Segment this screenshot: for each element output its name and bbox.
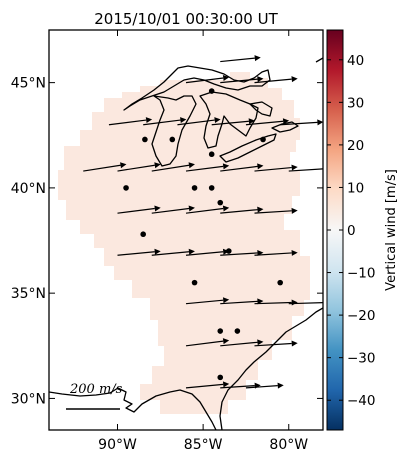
wind-vector (254, 164, 298, 172)
wind-vector (220, 298, 264, 305)
wind-vector (254, 340, 298, 347)
wind-vector (83, 162, 127, 172)
x-tick-label: 90°W (98, 437, 137, 453)
station-marker (217, 328, 224, 334)
colorbar-tick-label: 20 (347, 138, 364, 154)
wind-vector (185, 205, 230, 214)
station-marker (260, 136, 266, 143)
wind-vector (220, 339, 264, 347)
station-marker (226, 248, 232, 254)
y-axis: 30°N 35°N 40°N 45°N (11, 76, 323, 407)
lake-erie (219, 133, 277, 163)
scale-key-label: 200 m/s (69, 382, 123, 397)
station-marker (208, 185, 215, 191)
gulf-coastline (49, 387, 217, 430)
wind-vector (108, 117, 153, 126)
colorbar-ticks: 40 30 20 10 0 −10 −20 −30 −40 (327, 53, 376, 409)
station-marker (208, 88, 215, 94)
colorbar-tick-label: 30 (347, 95, 364, 111)
station-marker (191, 279, 198, 286)
station-marker (140, 231, 146, 238)
lake-superior (123, 65, 271, 111)
lake-michigan (151, 95, 197, 167)
station-marker (217, 199, 224, 206)
us-east-coastline (219, 307, 323, 430)
wind-vector (220, 55, 261, 63)
station-marker (123, 185, 129, 191)
wind-vector (220, 76, 264, 84)
map-area: 200 m/s (49, 55, 323, 430)
colorbar-tick-label: 10 (347, 180, 364, 196)
y-tick-label: 30°N (11, 391, 46, 407)
colorbar-tick-label: −10 (347, 266, 376, 282)
x-tick-label: 80°W (269, 437, 308, 453)
wind-vector (151, 162, 195, 172)
wind-vector (254, 249, 298, 256)
y-tick-label: 35°N (11, 286, 46, 302)
colorbar: 40 30 20 10 0 −10 −20 −30 −40 Vertical wind [m/s… (326, 29, 399, 431)
wind-vector (185, 248, 230, 256)
colorbar-tick-label: −30 (347, 351, 376, 367)
wind-vector (288, 168, 323, 172)
lake-huron (199, 91, 259, 149)
wind-vector (245, 118, 290, 126)
x-axis: 90°W 85°W 80°W (98, 30, 308, 453)
wind-vector (117, 162, 161, 172)
wind-vector (288, 302, 323, 305)
chart-title: 2015/10/01 00:30:00 UT (94, 10, 278, 28)
wind-vector (185, 74, 230, 84)
wind-vector (185, 163, 230, 172)
x-tick-label: 85°W (184, 437, 223, 453)
wind-vector (245, 382, 284, 389)
wind-vector (220, 163, 264, 172)
scale-key: 200 m/s (66, 382, 123, 410)
wind-vector (117, 205, 161, 214)
coastlines (49, 57, 323, 430)
colorbar-tick-label: 0 (347, 223, 356, 239)
y-tick-label: 45°N (11, 76, 46, 92)
wind-vector (211, 118, 255, 126)
wind-vector (185, 338, 230, 347)
map-frame (48, 29, 324, 431)
wind-vector (185, 381, 230, 389)
colorbar-tick-label: −20 (347, 308, 376, 324)
y-tick-label: 40°N (11, 181, 46, 197)
colorbar-tick-label: 40 (347, 53, 364, 69)
station-marker (169, 136, 176, 143)
station-marker (142, 136, 148, 143)
wind-vector (254, 207, 298, 214)
lake-ontario (271, 121, 299, 133)
colorbar-label: Vertical wind [m/s] (384, 169, 399, 291)
station-marker (217, 374, 224, 381)
wind-vector (143, 117, 187, 126)
vertical-wind-field (58, 72, 310, 414)
wind-vectors (83, 55, 323, 389)
station-marker (234, 328, 241, 334)
wind-vector (151, 205, 195, 214)
stations (123, 88, 283, 381)
wind-vector (185, 297, 230, 305)
wind-vector (220, 206, 264, 214)
wind-vector (254, 76, 298, 84)
wind-vector (117, 248, 161, 256)
station-marker (277, 279, 283, 286)
station-marker (191, 185, 198, 191)
georgian-bay (249, 101, 273, 117)
wind-vector (280, 119, 323, 126)
station-marker (208, 151, 215, 158)
colorbar-tick-label: −40 (347, 393, 376, 409)
wind-vector (151, 248, 195, 256)
atlantic-northeast-coast (315, 57, 323, 63)
wind-vector (177, 117, 221, 126)
